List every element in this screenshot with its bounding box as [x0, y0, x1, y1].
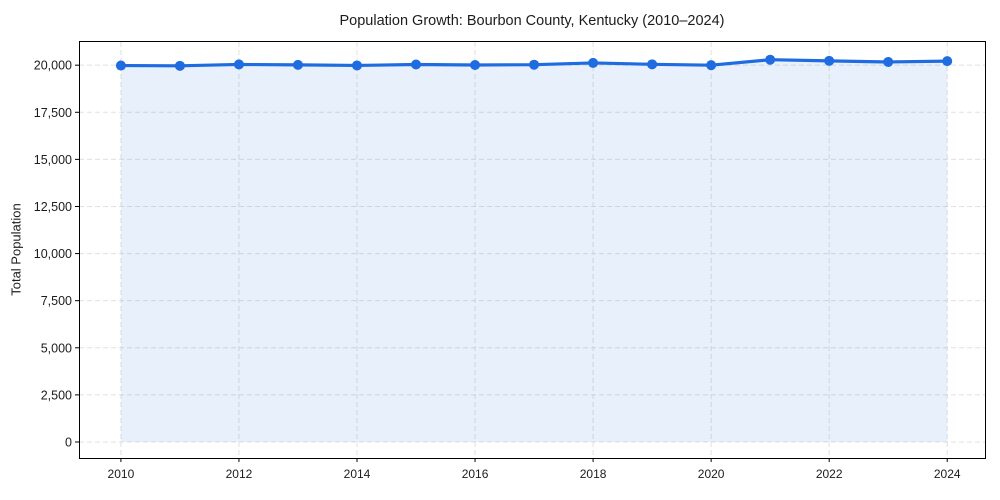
data-point-2016	[470, 59, 481, 70]
y-tick-label: 5,000	[41, 341, 72, 355]
area-fill	[120, 59, 948, 442]
data-point-2020	[706, 60, 717, 71]
data-point-2024	[942, 56, 953, 67]
x-tick-label: 2018	[580, 467, 607, 481]
data-point-2012	[233, 59, 244, 70]
y-tick-label: 10,000	[34, 247, 72, 261]
y-tick-label: 17,500	[34, 106, 72, 120]
data-point-2022	[824, 55, 835, 66]
x-tick-label: 2014	[344, 467, 371, 481]
x-tick-label: 2012	[226, 467, 253, 481]
x-tick-label: 2016	[462, 467, 489, 481]
data-point-2015	[411, 59, 422, 70]
y-tick-label: 12,500	[34, 200, 72, 214]
data-point-2023	[883, 56, 894, 67]
y-tick-label: 7,500	[41, 294, 72, 308]
data-point-2019	[647, 59, 658, 70]
y-tick-label: 20,000	[34, 59, 72, 73]
data-point-2021	[765, 54, 776, 65]
data-point-2017	[529, 59, 540, 70]
x-tick-label: 2022	[816, 467, 843, 481]
data-point-2011	[174, 60, 185, 71]
data-point-2014	[351, 60, 362, 71]
x-tick-label: 2010	[108, 467, 135, 481]
x-tick-label: 2024	[934, 467, 961, 481]
x-tick-label: 2020	[698, 467, 725, 481]
chart-title: Population Growth: Bourbon County, Kentu…	[339, 13, 725, 29]
data-point-2013	[292, 59, 303, 70]
y-tick-label: 15,000	[34, 153, 72, 167]
data-point-2010	[115, 60, 126, 71]
y-tick-label: 0	[65, 435, 72, 449]
data-point-2018	[588, 57, 599, 68]
axes-frame	[79, 41, 986, 459]
y-tick-label: 2,500	[41, 388, 72, 402]
